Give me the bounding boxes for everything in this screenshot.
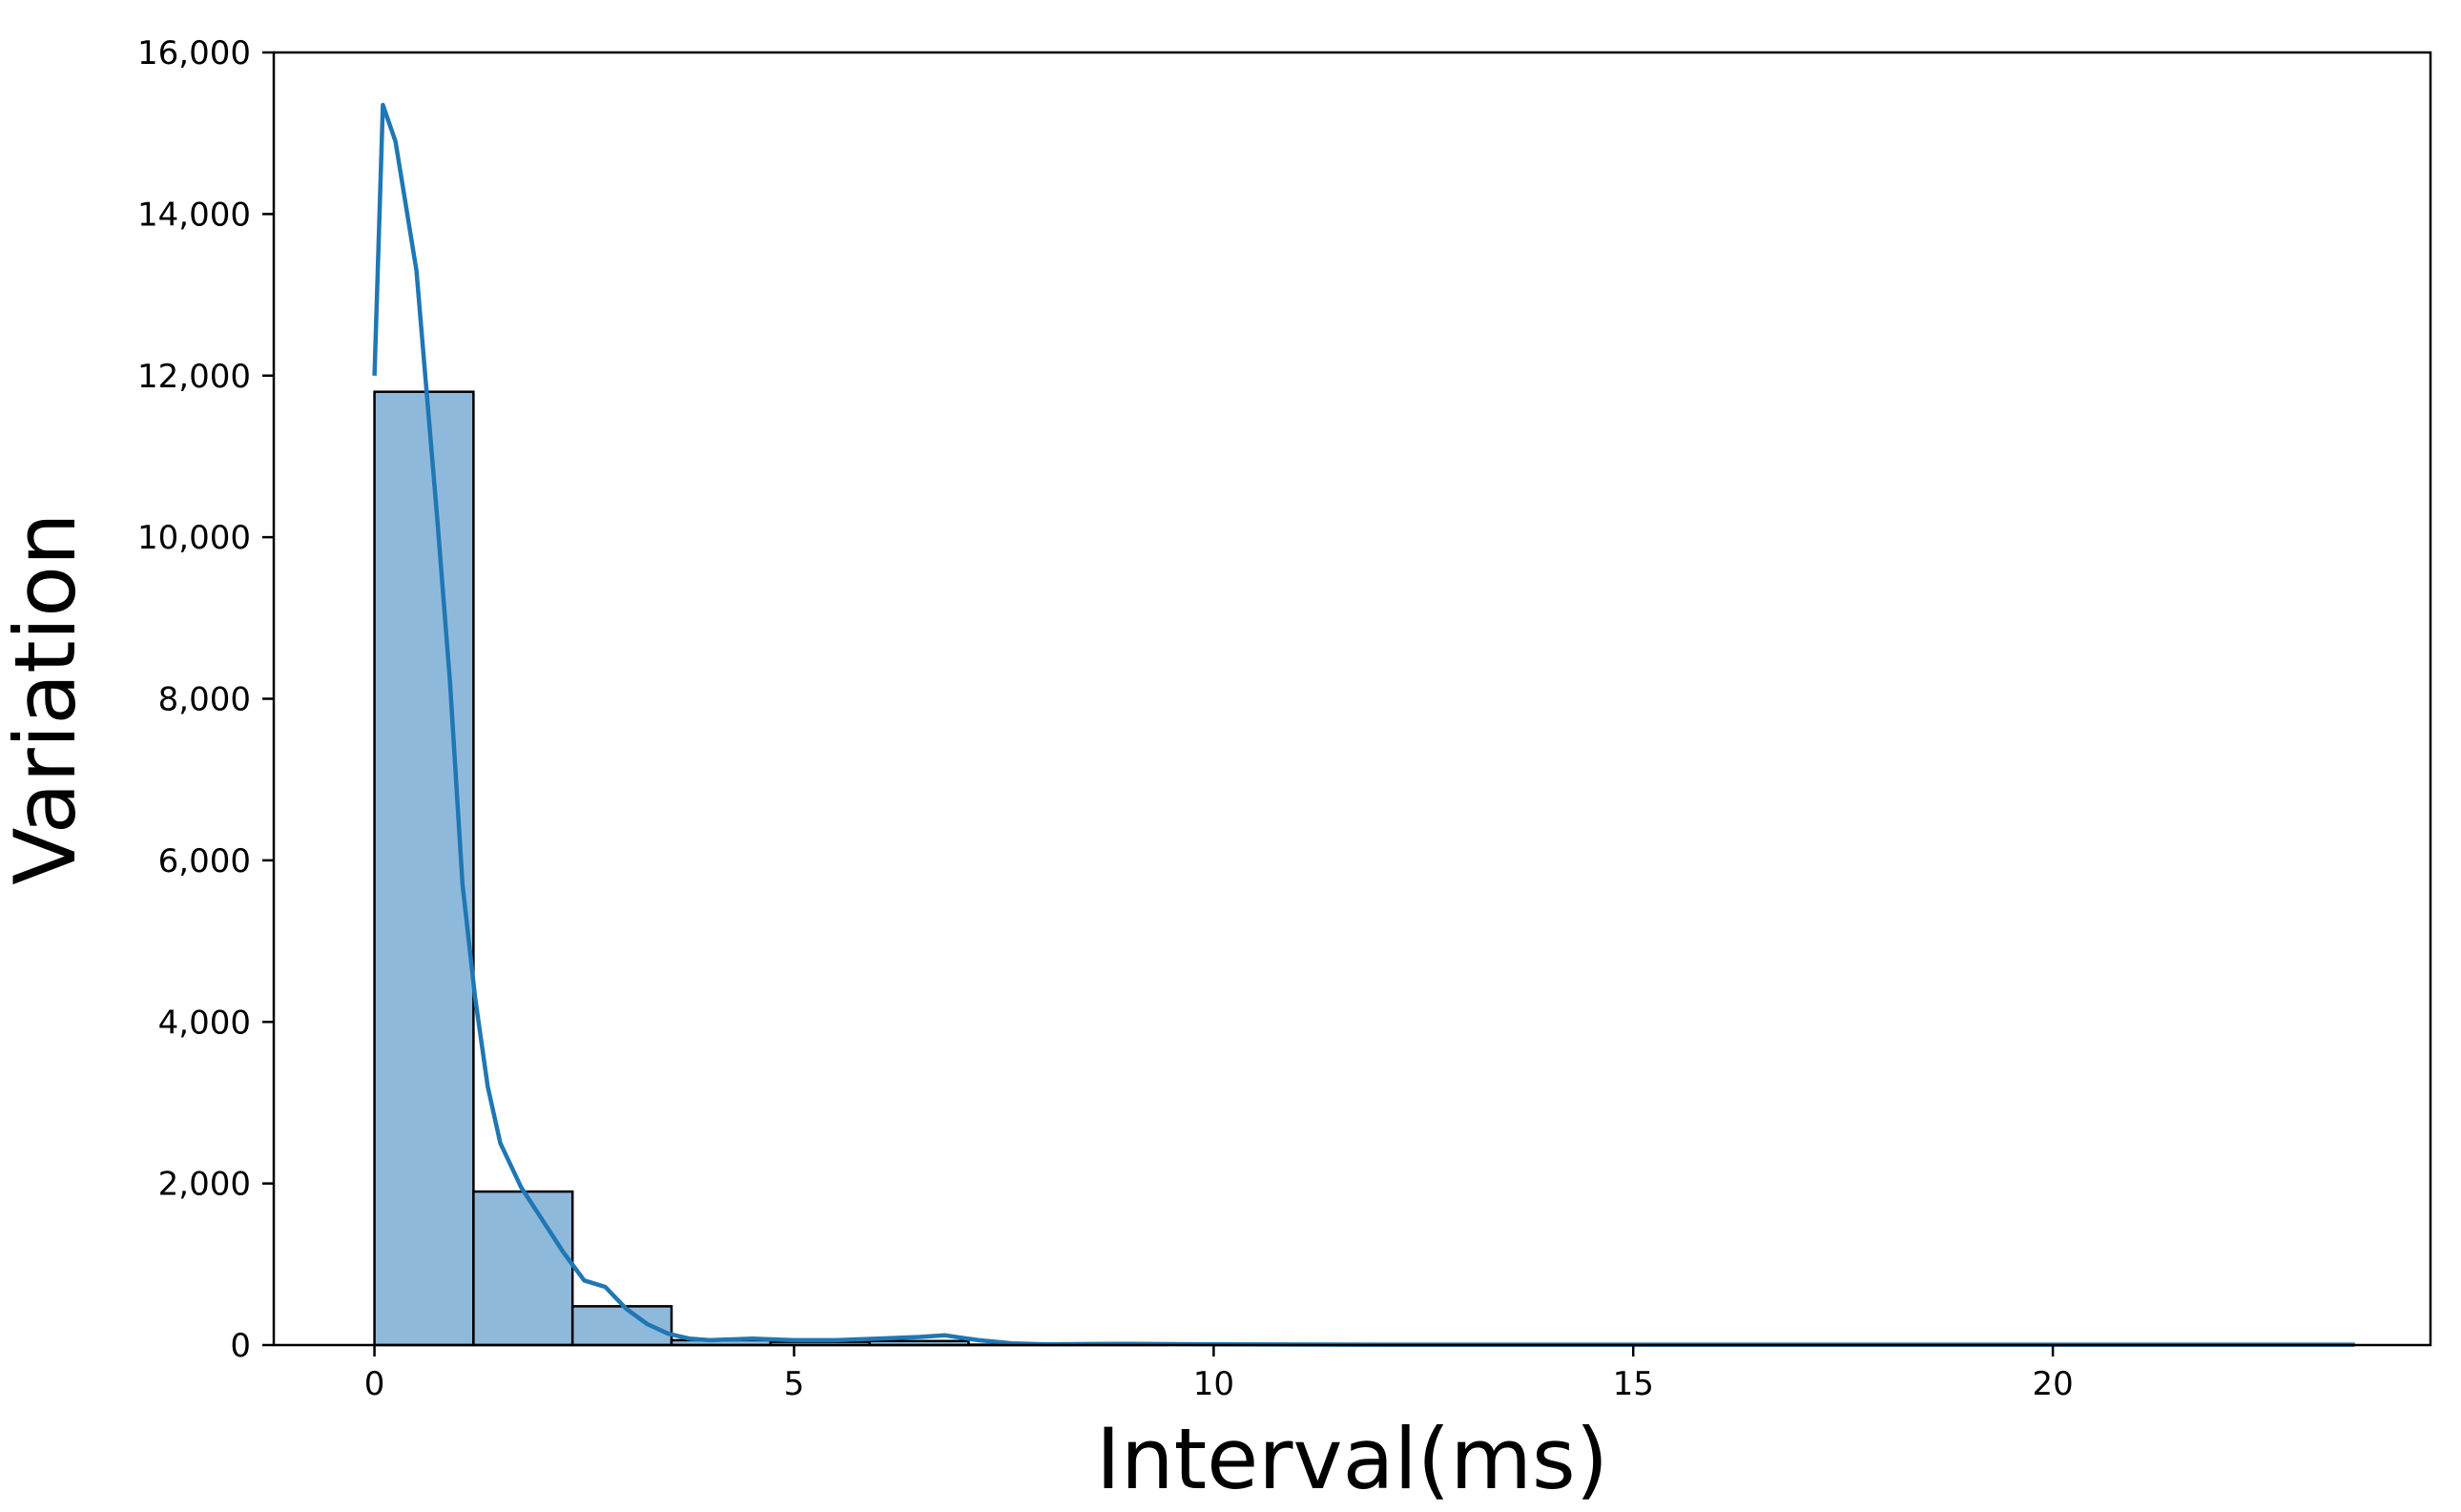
x-axis-title: Interval(ms) <box>1096 1410 1608 1508</box>
x-tick-label: 10 <box>1193 1365 1234 1403</box>
y-tick-label: 4,000 <box>158 1004 251 1042</box>
plot-frame <box>272 51 2432 1347</box>
histogram-bar-2 <box>570 1305 673 1347</box>
y-tick-label: 2,000 <box>158 1166 251 1204</box>
histogram-bar-1 <box>472 1190 574 1347</box>
x-tick-label: 5 <box>784 1365 805 1403</box>
y-tick-label: 12,000 <box>137 358 251 396</box>
y-tick-label: 16,000 <box>137 34 251 72</box>
x-tick-label: 15 <box>1613 1365 1654 1403</box>
x-tick-label: 0 <box>364 1365 385 1403</box>
y-axis-ticks: 0 2,000 4,000 6,000 8,000 10,000 12,000 14,000 1… <box>137 34 274 1365</box>
y-tick-label: 6,000 <box>158 842 251 880</box>
x-axis-ticks: 0 5 10 15 20 <box>364 1345 2074 1403</box>
y-axis-title: Variation <box>0 512 94 884</box>
y-tick-label: 14,000 <box>137 196 251 234</box>
kde-curve <box>372 102 2355 1347</box>
y-tick-label: 10,000 <box>137 519 251 557</box>
y-tick-label: 0 <box>230 1327 251 1365</box>
histogram-bars <box>373 390 1168 1347</box>
x-tick-label: 20 <box>2032 1365 2073 1403</box>
y-tick-label: 8,000 <box>158 681 251 719</box>
histogram-bar-0 <box>373 390 475 1347</box>
